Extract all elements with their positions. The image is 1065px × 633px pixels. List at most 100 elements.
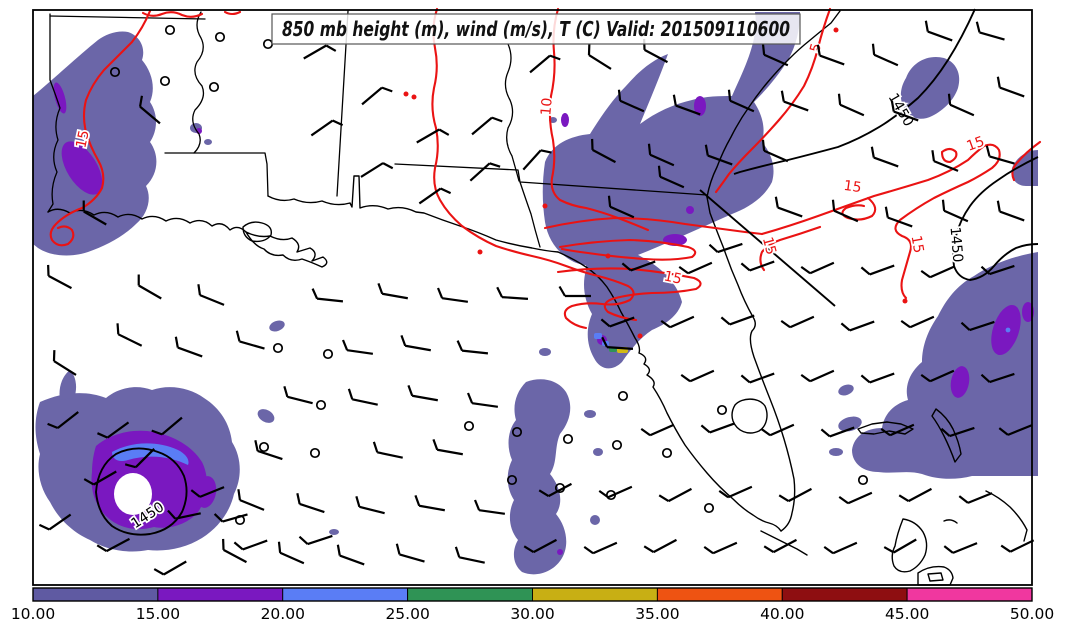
wind-barb-icon bbox=[884, 206, 913, 228]
wind-barb-icon bbox=[820, 426, 855, 438]
wind-barb-icon bbox=[920, 369, 955, 383]
colorbar-tick-label: 15.00 bbox=[136, 605, 180, 623]
wind-barb-icon bbox=[890, 100, 919, 122]
wind-barb-icon bbox=[124, 448, 155, 469]
wind-barb-icon bbox=[237, 489, 265, 511]
red-contour-label: 15 bbox=[759, 235, 779, 256]
wind-barb-icon bbox=[943, 542, 978, 554]
wind-barb-icon bbox=[780, 315, 815, 329]
wind-barb-icon bbox=[931, 150, 959, 172]
calm-station-icon bbox=[214, 31, 226, 43]
calm-station-icon bbox=[164, 24, 176, 36]
wind-barb-icon bbox=[831, 199, 859, 223]
wind-barb-icon bbox=[883, 538, 917, 554]
wind-barb-icon bbox=[414, 495, 445, 512]
wind-barb-icon bbox=[643, 538, 677, 554]
wind-barb-icon bbox=[727, 89, 755, 113]
calm-station-icon bbox=[857, 474, 869, 486]
wind-barb-icon bbox=[998, 424, 1033, 436]
wind-barb-icon bbox=[800, 261, 835, 275]
wind-barb-icon bbox=[347, 388, 378, 406]
wind-barb-icon bbox=[760, 423, 795, 437]
wind-barb-icon bbox=[871, 43, 899, 67]
wind-barb-icon bbox=[960, 320, 995, 332]
colorbar: 10.00 15.00 20.00 25.00 30.00 35.00 40.00 45.00… bbox=[11, 587, 1054, 623]
colorbar-segment bbox=[906, 587, 1033, 602]
colorbar-tick-label: 45.00 bbox=[885, 605, 929, 623]
wind-barb-icon bbox=[975, 21, 1005, 41]
calm-station-icon bbox=[322, 348, 334, 360]
calm-station-icon bbox=[272, 342, 284, 354]
wind-barb-icon bbox=[311, 288, 344, 303]
wind-barb-icon bbox=[360, 162, 394, 178]
wind-barb-icon bbox=[303, 44, 337, 60]
wind-barb-icon bbox=[416, 128, 450, 144]
wind-barb-icon bbox=[523, 538, 557, 554]
wind-barbs-layer bbox=[38, 20, 1035, 576]
calm-station-icon bbox=[617, 390, 629, 402]
wind-barb-icon bbox=[703, 541, 738, 555]
colorbar-segment bbox=[157, 587, 284, 602]
calm-station-icon bbox=[716, 404, 728, 416]
calm-stations-layer bbox=[109, 24, 869, 526]
red-contour-label: 5 bbox=[807, 42, 825, 55]
colorbar-tick-label: 10.00 bbox=[11, 605, 55, 623]
wind-barb-icon bbox=[591, 138, 616, 164]
wind-barb-icon bbox=[336, 544, 365, 566]
wind-barb-icon bbox=[720, 314, 755, 326]
calm-station-icon bbox=[234, 514, 246, 526]
wind-barb-icon bbox=[920, 265, 955, 279]
wind-barb-icon bbox=[980, 264, 1015, 276]
colorbar-tick-label: 20.00 bbox=[261, 605, 305, 623]
wind-barb-icon bbox=[38, 513, 72, 531]
wind-barb-icon bbox=[407, 385, 438, 402]
wind-barb-icon bbox=[296, 493, 325, 514]
calm-station-icon bbox=[159, 75, 171, 87]
page-title: 850 mb height (m), wind (m/s), T (C) Val… bbox=[282, 17, 790, 41]
wind-barb-icon bbox=[996, 200, 1025, 222]
calm-station-icon bbox=[315, 399, 327, 411]
wind-barb-icon bbox=[621, 260, 656, 272]
wind-barb-icon bbox=[763, 538, 797, 554]
wind-barb-icon bbox=[640, 423, 675, 437]
wind-barb-icon bbox=[97, 421, 130, 439]
wind-barb-icon bbox=[800, 369, 835, 383]
wind-barb-icon bbox=[83, 470, 117, 486]
wind-barb-icon bbox=[985, 145, 1015, 165]
colorbar-tick-label: 50.00 bbox=[1010, 605, 1054, 623]
wind-barb-icon bbox=[471, 116, 503, 136]
title-box: 850 mb height (m), wind (m/s), T (C) Val… bbox=[271, 13, 801, 45]
wind-barb-icon bbox=[880, 423, 915, 437]
wind-barb-icon bbox=[436, 287, 469, 303]
wind-barb-icon bbox=[355, 496, 385, 515]
wind-barb-icon bbox=[617, 89, 645, 113]
colorbar-tick-label: 40.00 bbox=[760, 605, 804, 623]
wind-barb-icon bbox=[153, 560, 187, 576]
wind-barb-icon bbox=[947, 93, 975, 117]
wind-barb-icon bbox=[658, 487, 692, 503]
wind-barb-icon bbox=[600, 316, 635, 328]
wind-barb-icon bbox=[870, 146, 899, 168]
wind-barb-icon bbox=[400, 335, 431, 352]
calm-station-icon bbox=[562, 433, 574, 445]
wind-barb-icon bbox=[151, 416, 183, 436]
wind-barb-icon bbox=[138, 95, 161, 125]
wind-barb-icon bbox=[837, 93, 865, 117]
calm-station-icon bbox=[554, 482, 566, 494]
calm-station-icon bbox=[605, 489, 617, 501]
wind-barb-icon bbox=[496, 286, 529, 301]
colorbar-tick-label: 35.00 bbox=[635, 605, 679, 623]
wind-barb-icon bbox=[740, 260, 775, 272]
wind-barb-icon bbox=[941, 199, 969, 223]
wind-barb-icon bbox=[395, 543, 425, 563]
wind-barb-icon bbox=[780, 90, 809, 112]
wind-barb-icon bbox=[660, 315, 695, 329]
wind-barb-icon bbox=[473, 499, 506, 515]
red-contour-label: 10 bbox=[538, 97, 555, 116]
wind-barb-icon bbox=[538, 482, 572, 498]
wind-barb-icon bbox=[222, 538, 247, 564]
wind-barb-icon bbox=[587, 44, 612, 70]
wind-barb-icon bbox=[456, 340, 489, 355]
